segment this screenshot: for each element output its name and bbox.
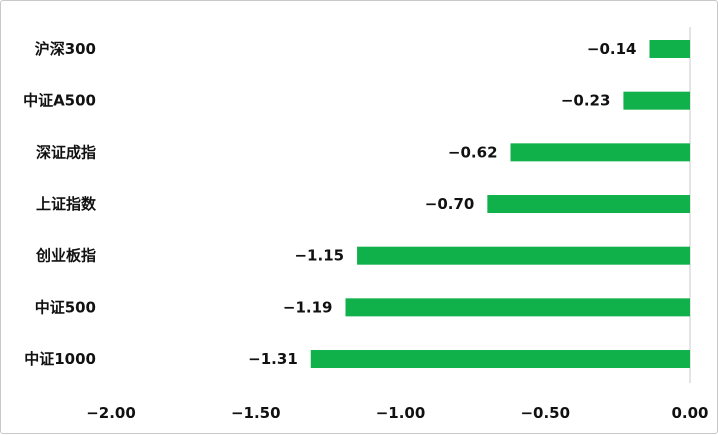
value-label: −1.31: [248, 350, 298, 368]
category-label: 中证A500: [23, 92, 96, 110]
bar: [310, 350, 690, 369]
x-tick-label: −1.00: [376, 404, 426, 422]
category-label: 深证成指: [36, 143, 96, 161]
x-tick-label: −1.50: [231, 404, 281, 422]
category-label: 创业板指: [35, 247, 96, 265]
x-tick-label: −0.50: [520, 404, 570, 422]
value-label: −0.62: [448, 143, 498, 161]
category-label: 中证500: [35, 298, 96, 316]
x-tick-label: 0.00: [671, 404, 708, 422]
value-labels: −0.14 −0.23 −0.62 −0.70 −1.15 −1.19 −1.31: [248, 40, 636, 368]
x-axis-ticks: −2.00 −1.50 −1.00 −0.50 0.00: [86, 404, 708, 422]
category-label: 沪深300: [35, 40, 96, 58]
bar: [357, 246, 690, 265]
value-label: −0.14: [587, 40, 637, 58]
value-label: −1.19: [283, 298, 333, 316]
bar: [345, 298, 690, 317]
category-label: 中证1000: [24, 350, 96, 368]
x-tick-label: −2.00: [86, 404, 136, 422]
bar: [623, 91, 690, 110]
value-label: −0.23: [561, 92, 611, 110]
value-label: −1.15: [294, 247, 344, 265]
bar: [510, 143, 690, 162]
value-label: −0.70: [425, 195, 475, 213]
bar: [487, 195, 690, 214]
category-label: 上证指数: [36, 195, 97, 213]
bar: [649, 40, 690, 58]
bars-layer: [310, 40, 690, 369]
